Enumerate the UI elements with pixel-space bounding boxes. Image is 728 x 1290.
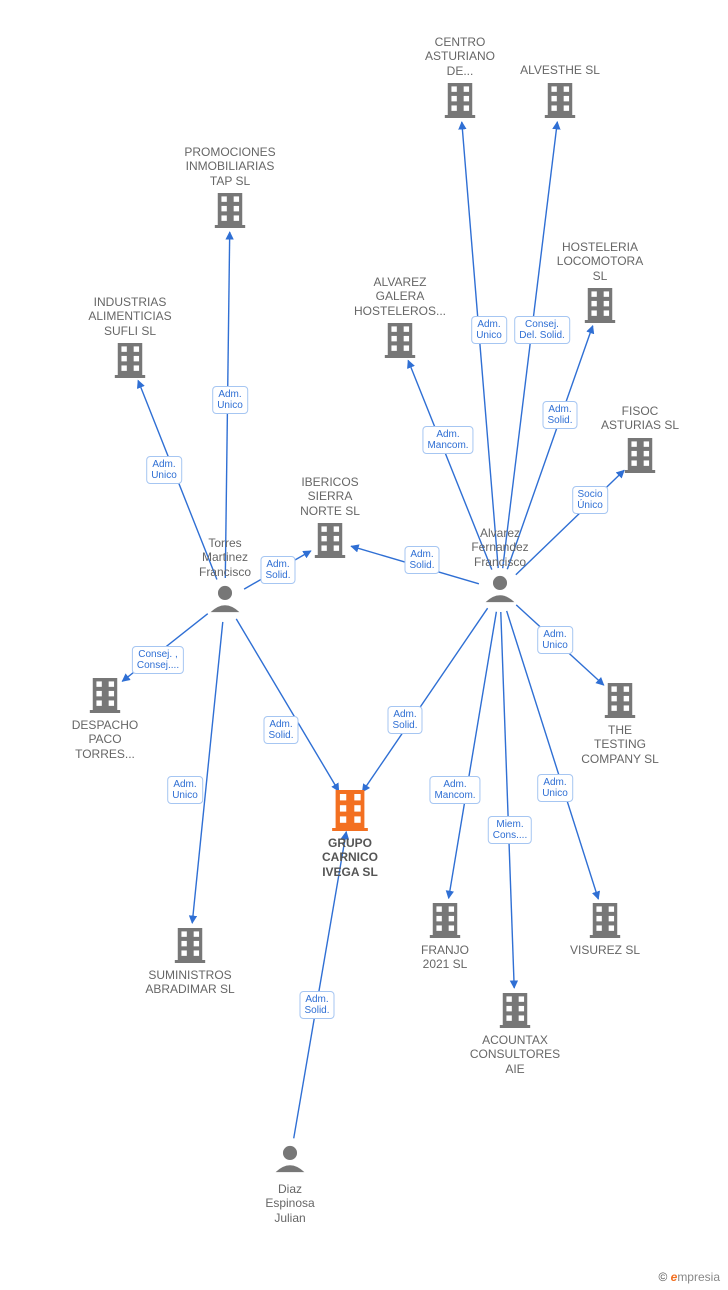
edge	[503, 122, 558, 568]
edge-label: Adm. Solid.	[404, 546, 439, 574]
building-icon[interactable]	[590, 903, 620, 938]
node-label[interactable]: ALVAREZGALERAHOSTELEROS...	[340, 275, 460, 318]
node-label[interactable]: VISUREZ SL	[545, 943, 665, 957]
node-label[interactable]: FISOCASTURIAS SL	[580, 404, 700, 433]
node-label[interactable]: FRANJO2021 SL	[385, 943, 505, 972]
edge-label: Socio Único	[572, 486, 608, 514]
node-label[interactable]: DiazEspinosaJulian	[230, 1182, 350, 1225]
edge	[362, 608, 487, 792]
edge-label: Adm. Mancom.	[429, 776, 480, 804]
building-icon[interactable]	[605, 683, 635, 718]
node-label[interactable]: PROMOCIONESINMOBILIARIASTAP SL	[170, 145, 290, 188]
node-label[interactable]: DESPACHOPACOTORRES...	[45, 718, 165, 761]
building-icon[interactable]	[90, 678, 120, 713]
node-label[interactable]: GRUPOCARNICOIVEGA SL	[290, 836, 410, 879]
building-icon[interactable]	[500, 993, 530, 1028]
building-icon[interactable]	[175, 928, 205, 963]
edge	[236, 619, 338, 791]
edge-label: Adm. Solid.	[387, 706, 422, 734]
node-label[interactable]: TorresMartinezFrancisco	[165, 536, 285, 579]
edge	[501, 612, 514, 988]
edge-label: Adm. Solid.	[299, 991, 334, 1019]
edge-label: Adm. Unico	[146, 456, 182, 484]
node-label[interactable]: ALVESTHE SL	[500, 63, 620, 77]
node-label[interactable]: SUMINISTROSABRADIMAR SL	[130, 968, 250, 997]
brand-rest: mpresia	[677, 1270, 720, 1284]
node-label[interactable]: ACOUNTAXCONSULTORESAIE	[455, 1033, 575, 1076]
copyright: © empresia	[658, 1270, 720, 1284]
building-icon[interactable]	[445, 83, 475, 118]
building-icon[interactable]	[545, 83, 575, 118]
edge-label: Adm. Unico	[471, 316, 507, 344]
node-label[interactable]: HOSTELERIALOCOMOTORASL	[540, 240, 660, 283]
edge-label: Adm. Unico	[167, 776, 203, 804]
network-canvas	[0, 0, 728, 1290]
building-icon[interactable]	[215, 193, 245, 228]
node-label[interactable]: AlvarezFernandezFrancisco	[440, 526, 560, 569]
building-icon[interactable]	[625, 438, 655, 473]
copyright-symbol: ©	[658, 1270, 667, 1284]
building-icon[interactable]	[332, 790, 368, 831]
edge-label: Adm. Solid.	[263, 716, 298, 744]
building-icon[interactable]	[430, 903, 460, 938]
person-icon[interactable]	[276, 1146, 305, 1172]
edge-label: Consej. , Consej....	[132, 646, 184, 674]
building-icon[interactable]	[585, 288, 615, 323]
person-icon[interactable]	[486, 576, 515, 602]
building-icon[interactable]	[385, 323, 415, 358]
edge	[192, 622, 223, 923]
node-label[interactable]: IBERICOSSIERRANORTE SL	[270, 475, 390, 518]
node-label[interactable]: INDUSTRIASALIMENTICIASSUFLI SL	[70, 295, 190, 338]
edge-label: Adm. Unico	[537, 626, 573, 654]
building-icon[interactable]	[315, 523, 345, 558]
node-label[interactable]: THETESTINGCOMPANY SL	[560, 723, 680, 766]
edge-label: Adm. Unico	[537, 774, 573, 802]
person-icon[interactable]	[211, 586, 240, 612]
edge-label: Adm. Mancom.	[422, 426, 473, 454]
building-icon[interactable]	[115, 343, 145, 378]
edge-label: Adm. Solid.	[542, 401, 577, 429]
edge-label: Miem. Cons....	[488, 816, 532, 844]
edge-label: Adm. Unico	[212, 386, 248, 414]
edge	[462, 122, 498, 568]
edge-label: Consej. Del. Solid.	[514, 316, 570, 344]
